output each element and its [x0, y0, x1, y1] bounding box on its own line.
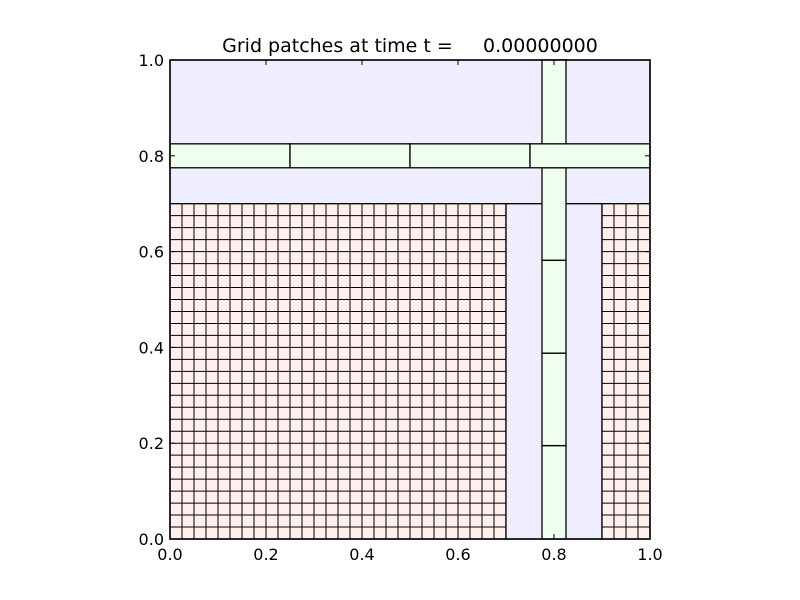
x-tick-label: 1.0 [637, 545, 662, 564]
patch-fill [541, 167, 567, 261]
patch-fine-1 [169, 203, 507, 540]
x-tick-label: 0.6 [445, 545, 470, 564]
y-tick-label: 1.0 [139, 51, 164, 70]
patch-coarse-4 [541, 444, 567, 540]
patch-medium-0 [169, 59, 651, 205]
x-tick-label: 0.8 [541, 545, 566, 564]
patch-layer [169, 59, 651, 540]
patch-fill [541, 259, 567, 354]
axes-frame [169, 59, 651, 540]
y-tick-label: 0.2 [139, 434, 164, 453]
x-tick-label: 0.2 [253, 545, 278, 564]
chart-title: Grid patches at time t = 0.00000000 [222, 35, 598, 57]
patch-coarse-10 [409, 143, 531, 169]
tick-layer: 0.0 0.2 0.4 0.6 0.8 1.0 0.0 0.2 0.4 0.6 0.8 1.0 [139, 51, 663, 564]
patch-fill [169, 143, 291, 169]
patch-coarse-7 [541, 167, 567, 261]
y-tick-label: 0.6 [139, 243, 164, 262]
patch-coarse-5 [541, 352, 567, 447]
patch-fill [529, 143, 651, 169]
patch-fill [289, 143, 411, 169]
patch-fill [541, 352, 567, 447]
patch-fine-3 [601, 203, 651, 540]
y-tick-label: 0.8 [139, 147, 164, 166]
y-tick-label: 0.0 [139, 530, 164, 549]
patch-coarse-8 [169, 143, 291, 169]
x-tick-label: 0.4 [349, 545, 374, 564]
patch-coarse-12 [541, 59, 567, 145]
x-tick-label: 0.0 [157, 545, 182, 564]
patch-coarse-6 [541, 259, 567, 354]
y-tick-label: 0.4 [139, 338, 164, 357]
patch-coarse-9 [289, 143, 411, 169]
patch-fill [409, 143, 531, 169]
patch-coarse-11 [529, 143, 651, 169]
patch-fill [541, 444, 567, 540]
patch-fill [541, 59, 567, 145]
patch-fill [169, 59, 651, 205]
